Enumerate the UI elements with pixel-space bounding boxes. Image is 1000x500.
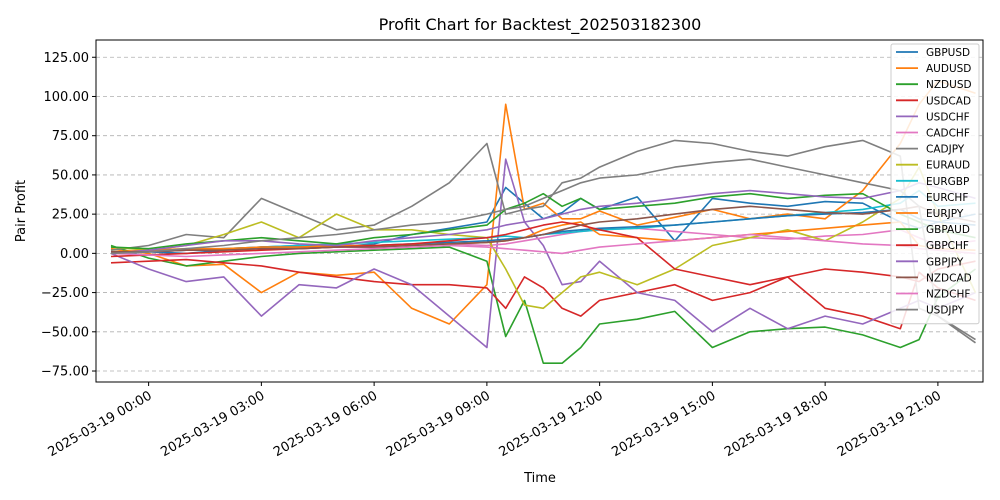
series-line-eurjpy <box>110 221 976 253</box>
y-tick-label: 75.00 <box>52 129 89 144</box>
y-tick-label: 0.00 <box>60 247 89 262</box>
legend-label: GBPCHF <box>926 240 969 252</box>
legend-label: EURCHF <box>926 192 968 204</box>
legend-label: CADJPY <box>926 144 965 156</box>
legend-label: NZDUSD <box>926 79 972 91</box>
y-tick-label: 100.00 <box>44 90 90 105</box>
series-line-gbpjpy <box>110 182 976 255</box>
series-line-nzdusd <box>110 244 976 365</box>
legend-label: AUDUSD <box>926 63 971 75</box>
y-axis-title: Pair Profit <box>14 180 29 242</box>
legend-box <box>890 43 980 325</box>
legend-label: USDCHF <box>926 111 970 123</box>
plot-frame <box>95 39 984 383</box>
legend-label: NZDCAD <box>926 272 972 284</box>
x-axis-title: Time <box>523 471 556 486</box>
legend-label: GBPUSD <box>926 47 970 59</box>
series-layer <box>110 80 977 365</box>
series-line-euraud <box>110 166 977 310</box>
series-line-usdjpy <box>110 158 976 344</box>
legend: GBPUSD AUDUSD NZDUSD USDCAD USDCHF CADCHF CADJ… <box>890 43 980 325</box>
y-tick-label: 125.00 <box>44 51 90 66</box>
legend-label: USDJPY <box>926 305 965 317</box>
y-axis: −75.00 −50.00 −25.00 0.00 25.00 50.00 75.00 100… <box>41 51 96 380</box>
y-tick-label: 25.00 <box>52 208 89 223</box>
series-line-usdcad <box>110 258 976 330</box>
y-tick-label: 50.00 <box>52 168 89 183</box>
series-line-nzdchf <box>110 233 976 258</box>
legend-label: GBPAUD <box>926 224 970 236</box>
series-line-usdchf <box>110 158 976 349</box>
gridlines <box>96 56 983 372</box>
y-tick-label: −25.00 <box>41 286 89 301</box>
legend-label: EURAUD <box>926 160 970 172</box>
legend-label: USDCAD <box>926 95 971 107</box>
series-line-nzdcad <box>111 205 976 253</box>
legend-label: EURJPY <box>926 208 964 220</box>
y-tick-label: −50.00 <box>41 325 89 340</box>
legend-label: EURGBP <box>926 176 969 188</box>
legend-label: NZDCHF <box>926 289 970 301</box>
series-line-audusd <box>110 80 976 325</box>
legend-label: CADCHF <box>926 128 970 140</box>
chart-title: Profit Chart for Backtest_202503182300 <box>379 15 702 35</box>
legend-label: GBPJPY <box>926 256 964 268</box>
y-tick-label: −75.00 <box>41 365 89 380</box>
